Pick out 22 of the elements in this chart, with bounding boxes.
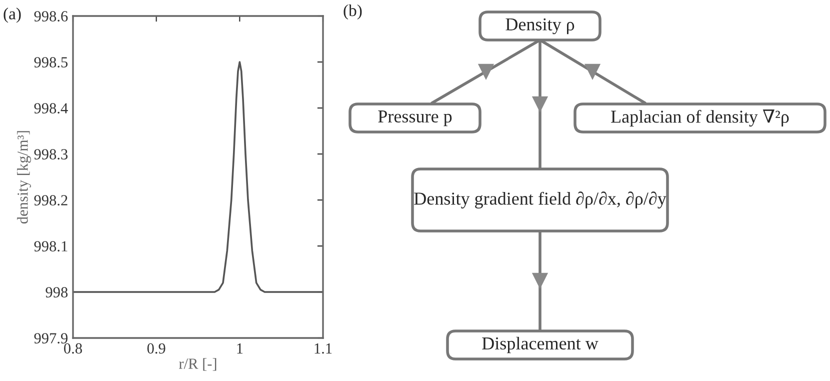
line-series	[73, 61, 323, 293]
x-tick-label: 0.9	[147, 343, 166, 354]
y-tick-label: 998	[46, 287, 68, 298]
text: Laplacian of density ∇²ρ	[611, 109, 789, 127]
text: Density ρ	[506, 18, 574, 34]
text: Displacement w	[482, 336, 598, 354]
x-axis-title: r/R [-]	[179, 358, 216, 371]
x-tick-label: 1	[237, 343, 243, 354]
y-tick-label: 997.9	[34, 333, 68, 344]
y-tick-label: 998.4	[34, 103, 68, 114]
y-axis-title: density [kg/m³]	[17, 131, 31, 224]
x-tick-label: 1.1	[314, 343, 332, 354]
chart-title: (a)	[4, 8, 21, 23]
x-tick-label: 0.8	[64, 343, 82, 354]
text: (b)	[344, 4, 362, 20]
y-tick-label: 998.1	[34, 241, 68, 252]
text: Density gradient field ∂ρ/∂x, ∂ρ/∂y	[414, 192, 666, 208]
text: Pressure p	[378, 110, 452, 126]
y-tick-label: 998.6	[34, 11, 68, 22]
y-tick-label: 998.2	[34, 195, 68, 206]
y-tick-label: 998.3	[34, 149, 68, 160]
y-tick-label: 998.5	[34, 57, 68, 68]
